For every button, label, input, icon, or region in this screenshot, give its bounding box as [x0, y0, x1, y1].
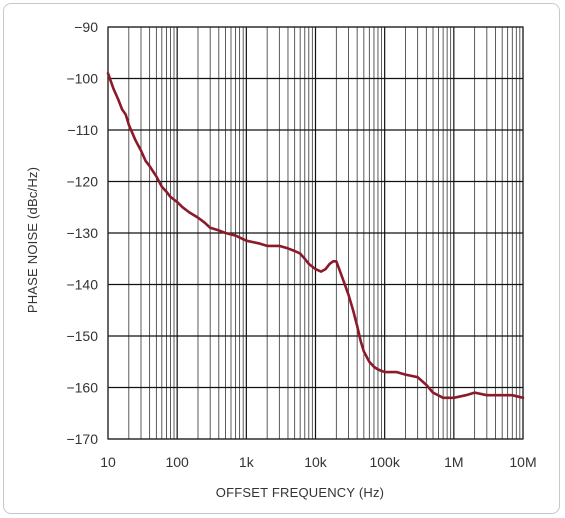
x-tick-labels: 10 100 1k 10k 100k 1M 10M: [100, 454, 536, 470]
y-tick-label: −100: [66, 71, 98, 87]
y-tick-label: −130: [66, 225, 98, 241]
y-tick-label: −140: [66, 277, 98, 293]
y-tick-label: −170: [66, 431, 98, 447]
y-tick-label: −90: [74, 19, 98, 35]
phase-noise-series-line: [106, 72, 525, 400]
y-tick-labels: −90 −100 −110 −120 −130 −140 −150 −160 −170: [66, 19, 98, 447]
x-axis-title: OFFSET FREQUENCY (Hz): [216, 485, 384, 500]
x-tick-label: 100k: [369, 454, 400, 470]
x-tick-label: 1M: [444, 454, 463, 470]
y-tick-label: −120: [66, 174, 98, 190]
y-tick-label: −150: [66, 328, 98, 344]
x-tick-label: 10M: [509, 454, 536, 470]
chart-frame: [3, 3, 560, 514]
y-tick-label: −110: [68, 122, 99, 138]
x-tick-label: 10k: [304, 454, 328, 470]
x-tick-label: 1k: [239, 454, 255, 470]
y-axis-title: PHASE NOISE (dBc/Hz): [25, 167, 40, 313]
series-layer: [106, 72, 525, 400]
x-tick-label: 10: [100, 454, 116, 470]
plot-border: [107, 26, 524, 440]
x-tick-label: 100: [165, 454, 189, 470]
y-tick-label: −160: [66, 380, 98, 396]
